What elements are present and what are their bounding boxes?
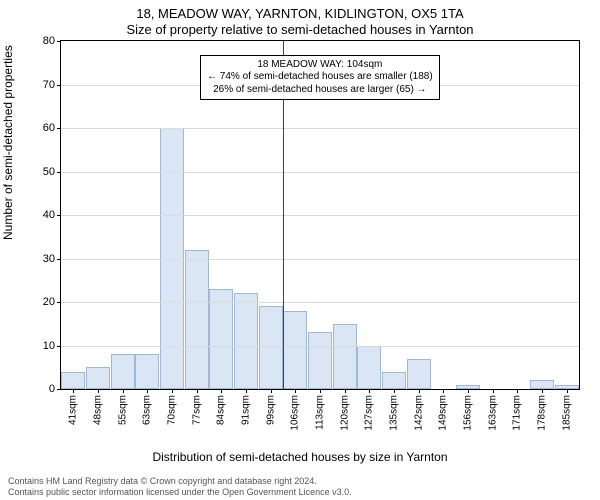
ytick-label: 20 <box>43 296 55 308</box>
ytick-label: 0 <box>49 383 55 395</box>
xtick-label: 149sqm <box>438 395 449 431</box>
bar <box>283 311 307 389</box>
ytick-mark <box>57 128 61 129</box>
xtick-mark <box>98 389 99 393</box>
xtick-mark <box>197 389 198 393</box>
ytick-label: 30 <box>43 253 55 265</box>
xtick-label: 99sqm <box>265 395 276 425</box>
ytick-mark <box>57 389 61 390</box>
xtick-label: 127sqm <box>364 395 375 431</box>
y-axis-label: Number of semi-detached properties <box>1 45 15 240</box>
xtick-label: 77sqm <box>191 395 202 425</box>
xtick-label: 178sqm <box>537 395 548 431</box>
xtick-label: 91sqm <box>241 395 252 425</box>
footer-line1: Contains HM Land Registry data © Crown c… <box>8 476 352 487</box>
bar <box>209 289 233 389</box>
annotation-line: 26% of semi-detached houses are larger (… <box>207 84 433 97</box>
annotation-box: 18 MEADOW WAY: 104sqm← 74% of semi-detac… <box>200 55 440 101</box>
bar <box>185 250 209 389</box>
ytick-label: 40 <box>43 209 55 221</box>
bar <box>407 359 431 389</box>
footer-line2: Contains public sector information licen… <box>8 487 352 498</box>
xtick-mark <box>567 389 568 393</box>
chart-container: 18, MEADOW WAY, YARNTON, KIDLINGTON, OX5… <box>0 0 600 500</box>
bar <box>111 354 135 389</box>
bar <box>530 380 554 389</box>
annotation-line: 18 MEADOW WAY: 104sqm <box>207 59 433 72</box>
xtick-label: 135sqm <box>389 395 400 431</box>
plot-area: 0102030405060708041sqm48sqm55sqm63sqm70s… <box>60 40 580 390</box>
xtick-label: 171sqm <box>512 395 523 431</box>
ytick-mark <box>57 346 61 347</box>
x-axis-label: Distribution of semi-detached houses by … <box>0 450 600 464</box>
bar <box>135 354 159 389</box>
xtick-label: 55sqm <box>117 395 128 425</box>
xtick-mark <box>369 389 370 393</box>
xtick-label: 41sqm <box>68 395 79 425</box>
xtick-label: 120sqm <box>339 395 350 431</box>
bar <box>308 332 332 389</box>
xtick-label: 63sqm <box>142 395 153 425</box>
ytick-label: 10 <box>43 340 55 352</box>
xtick-label: 185sqm <box>561 395 572 431</box>
xtick-mark <box>468 389 469 393</box>
xtick-label: 84sqm <box>216 395 227 425</box>
xtick-label: 142sqm <box>413 395 424 431</box>
xtick-mark <box>542 389 543 393</box>
xtick-label: 163sqm <box>487 395 498 431</box>
ytick-mark <box>57 85 61 86</box>
xtick-label: 113sqm <box>315 395 326 430</box>
bar <box>61 372 85 389</box>
xtick-mark <box>345 389 346 393</box>
ytick-mark <box>57 302 61 303</box>
xtick-mark <box>419 389 420 393</box>
gridline <box>61 346 579 347</box>
xtick-label: 106sqm <box>290 395 301 431</box>
gridline <box>61 172 579 173</box>
bar <box>382 372 406 389</box>
bar <box>234 293 258 389</box>
xtick-label: 156sqm <box>463 395 474 431</box>
ytick-mark <box>57 259 61 260</box>
xtick-mark <box>493 389 494 393</box>
xtick-label: 70sqm <box>167 395 178 425</box>
xtick-mark <box>295 389 296 393</box>
xtick-mark <box>246 389 247 393</box>
xtick-mark <box>172 389 173 393</box>
xtick-mark <box>394 389 395 393</box>
xtick-mark <box>443 389 444 393</box>
xtick-label: 48sqm <box>93 395 104 425</box>
footer-attribution: Contains HM Land Registry data © Crown c… <box>8 476 352 498</box>
bar <box>259 306 283 389</box>
xtick-mark <box>320 389 321 393</box>
ytick-label: 50 <box>43 166 55 178</box>
ytick-mark <box>57 172 61 173</box>
gridline <box>61 128 579 129</box>
ytick-label: 80 <box>43 35 55 47</box>
ytick-mark <box>57 41 61 42</box>
bar <box>357 346 381 390</box>
xtick-mark <box>73 389 74 393</box>
chart-title-line1: 18, MEADOW WAY, YARNTON, KIDLINGTON, OX5… <box>0 6 600 21</box>
gridline <box>61 259 579 260</box>
xtick-mark <box>271 389 272 393</box>
gridline <box>61 215 579 216</box>
xtick-mark <box>517 389 518 393</box>
xtick-mark <box>147 389 148 393</box>
xtick-mark <box>123 389 124 393</box>
xtick-mark <box>221 389 222 393</box>
annotation-line: ← 74% of semi-detached houses are smalle… <box>207 71 433 84</box>
ytick-label: 70 <box>43 79 55 91</box>
ytick-label: 60 <box>43 122 55 134</box>
bar <box>333 324 357 389</box>
bar <box>86 367 110 389</box>
chart-title-line2: Size of property relative to semi-detach… <box>0 22 600 37</box>
gridline <box>61 302 579 303</box>
ytick-mark <box>57 215 61 216</box>
